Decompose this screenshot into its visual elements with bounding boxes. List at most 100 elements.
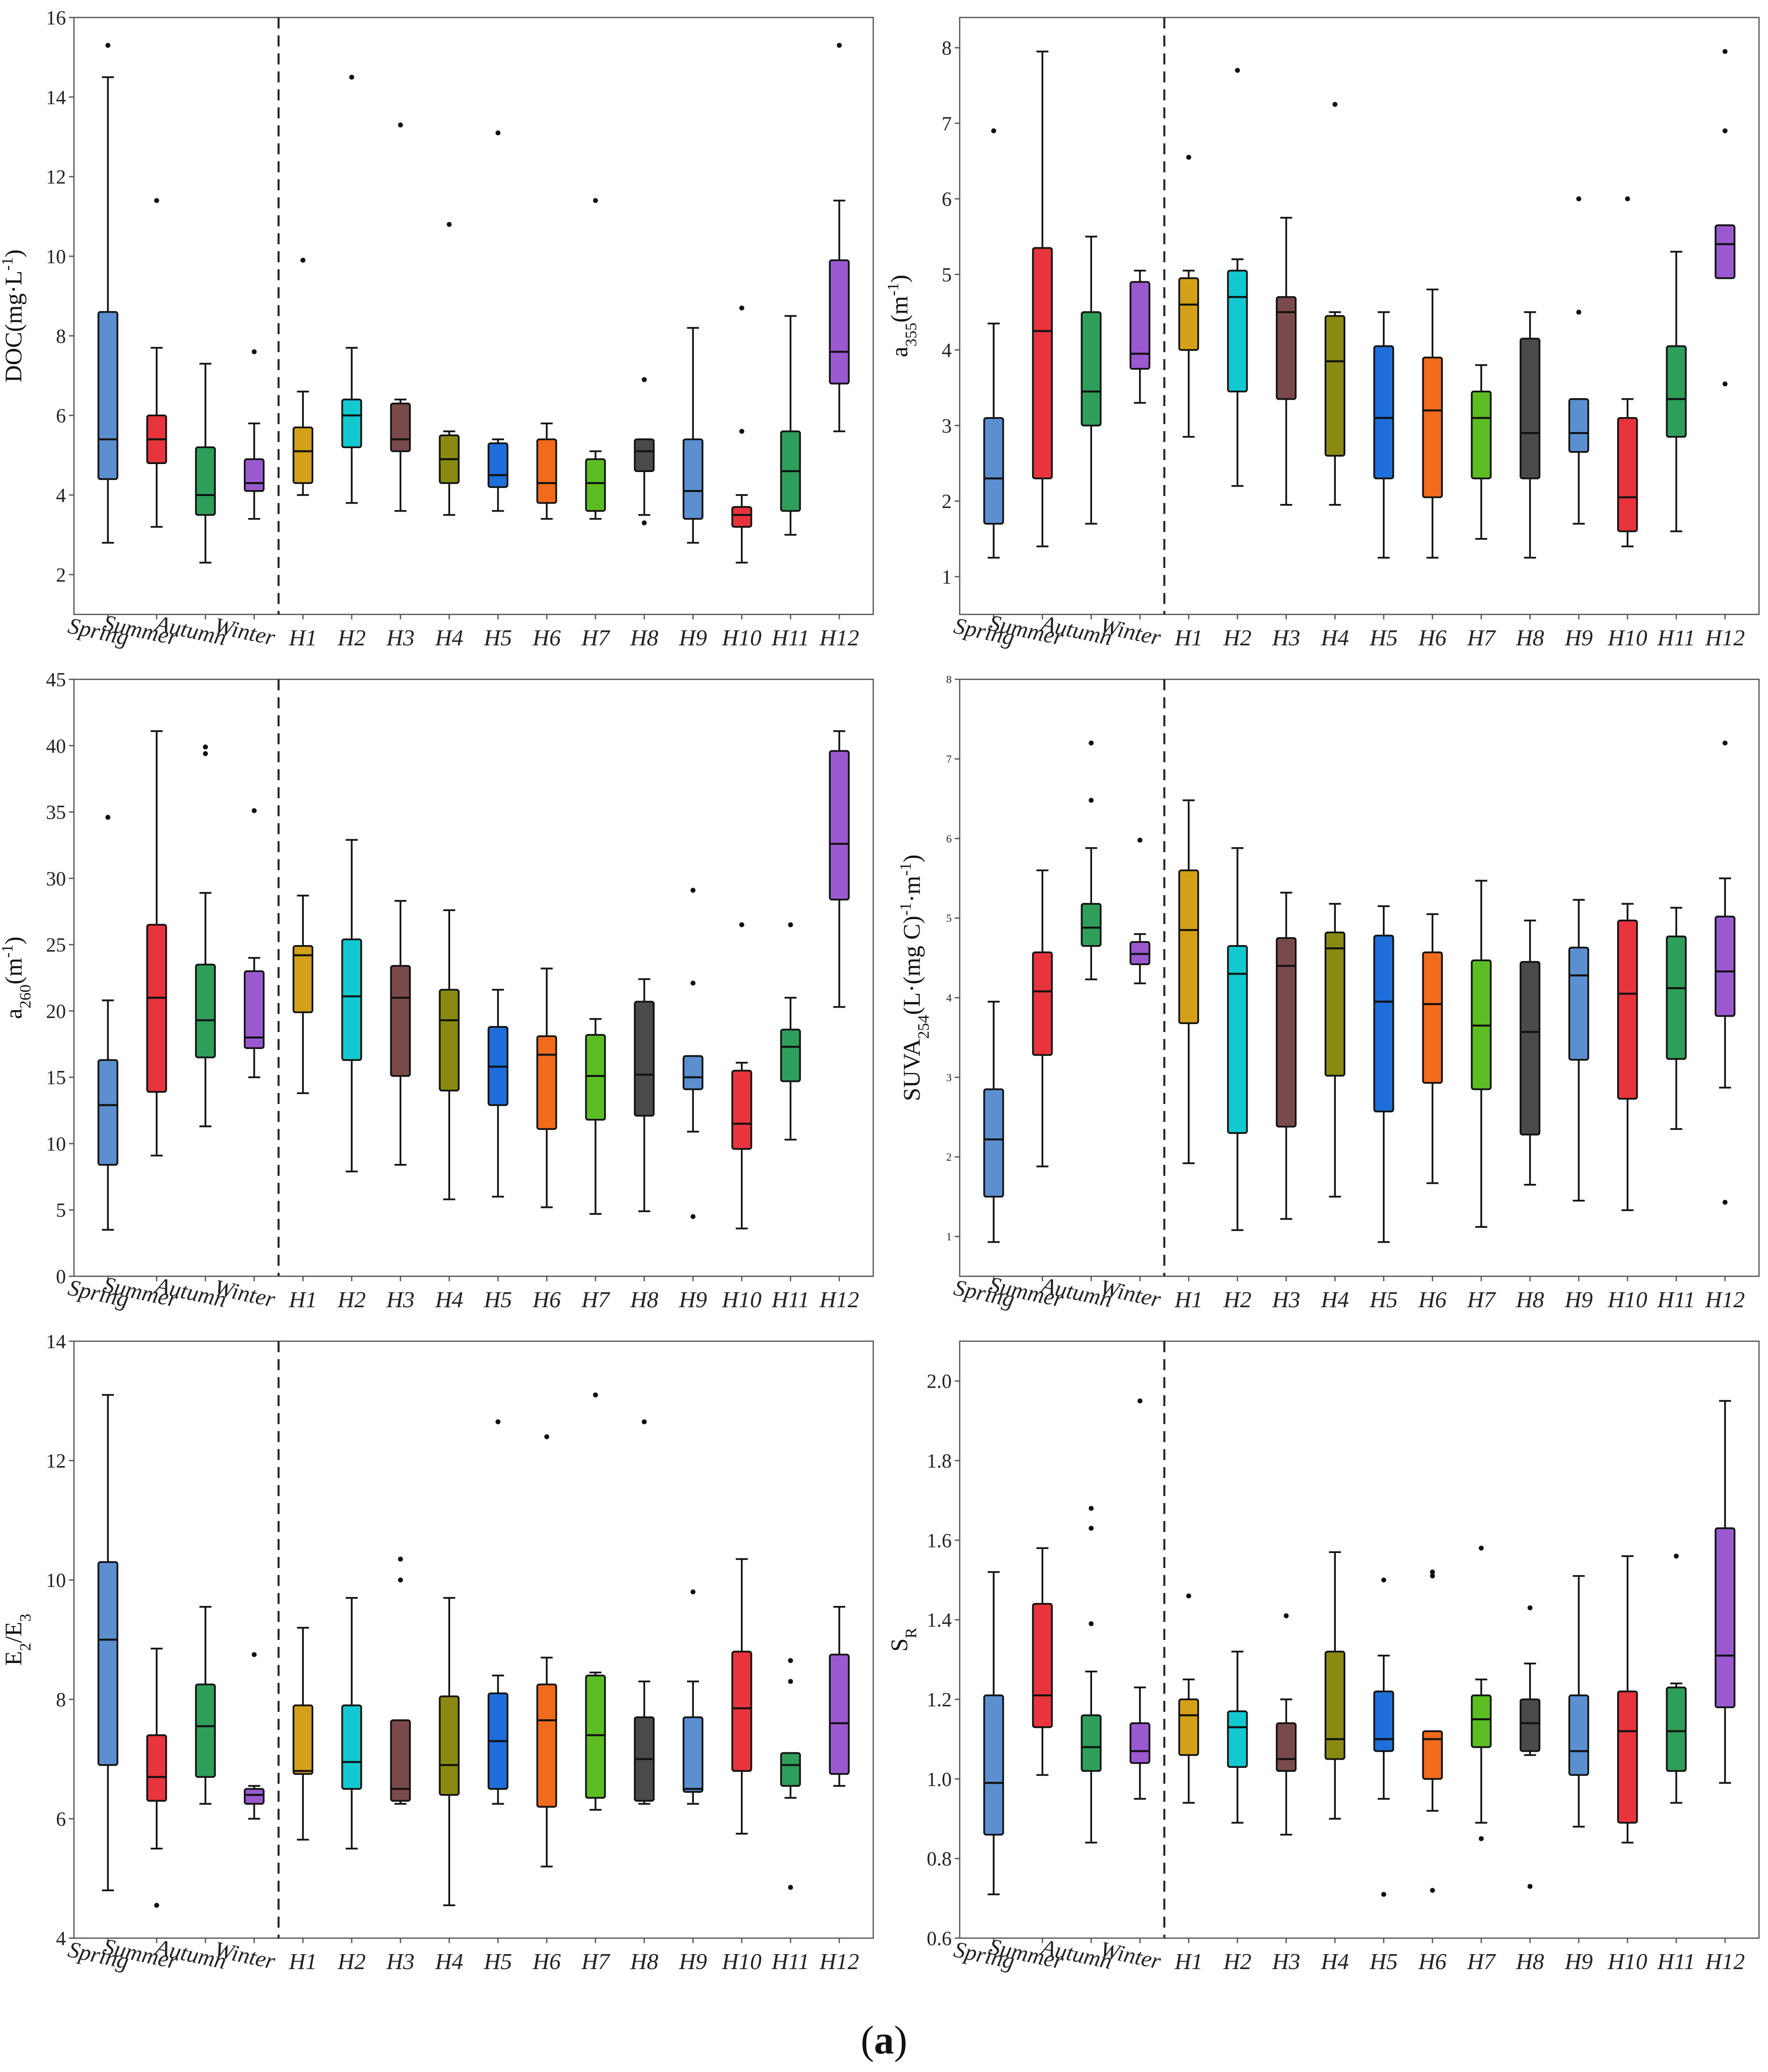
box-body	[829, 750, 850, 901]
box-body	[1617, 920, 1638, 1100]
outlier-point	[1137, 1398, 1143, 1404]
box-h6	[536, 968, 558, 1208]
outlier-point	[593, 1392, 598, 1398]
x-category-label: H9	[678, 1287, 707, 1312]
x-category-label: H5	[484, 1287, 512, 1312]
figure-caption: (a)	[860, 2019, 908, 2063]
box-h7	[585, 1392, 606, 1811]
x-category-label: H1	[288, 1287, 317, 1312]
box-body	[1275, 937, 1297, 1128]
box-body	[1568, 398, 1589, 453]
box-h7	[1471, 1546, 1492, 1841]
x-category-label: H2	[337, 1949, 366, 1974]
x-category-label: H2	[337, 1287, 366, 1312]
x-category-label: H6	[1418, 1287, 1446, 1312]
x-category-label: H4	[1320, 625, 1349, 650]
box-body	[1471, 1694, 1492, 1748]
box-body	[731, 1069, 752, 1150]
box-body	[1715, 916, 1736, 1017]
box-body	[1568, 947, 1589, 1061]
x-category-label: H5	[484, 1949, 512, 1974]
box-summer	[1032, 869, 1053, 1167]
box-body	[983, 1694, 1004, 1836]
outlier-point	[105, 815, 110, 820]
outlier-point	[447, 222, 452, 227]
box-body	[536, 1683, 558, 1808]
box-h3	[1275, 892, 1297, 1220]
box-body	[146, 924, 167, 1093]
outlier-point	[1674, 1554, 1679, 1559]
box-spring	[983, 128, 1004, 559]
x-category-label: H10	[1607, 1287, 1647, 1312]
box-body	[1275, 296, 1297, 400]
box-body	[780, 1029, 801, 1082]
x-category-label: H1	[288, 625, 317, 650]
outlier-point	[641, 377, 647, 382]
box-body	[983, 1088, 1004, 1198]
box-winter	[1130, 269, 1151, 404]
outlier-point	[1332, 101, 1338, 107]
box-body	[1032, 951, 1053, 1056]
outlier-point	[1430, 1888, 1435, 1893]
x-category-label: H1	[288, 1949, 317, 1974]
box-autumn	[1081, 740, 1102, 981]
box-body	[633, 438, 655, 472]
y-tick-label: 20	[46, 1000, 66, 1023]
box-h2	[341, 1597, 362, 1850]
outlier-point	[1381, 1577, 1386, 1582]
box-body	[682, 438, 703, 520]
y-tick-label: 12	[46, 166, 66, 188]
outlier-point	[788, 1658, 793, 1663]
box-h11	[780, 1658, 801, 1890]
box-h2	[1227, 1650, 1248, 1824]
y-tick-label: 5	[56, 1199, 66, 1221]
box-body	[585, 458, 606, 512]
box-body	[1715, 1527, 1736, 1708]
x-category-label: H4	[435, 1287, 463, 1312]
box-body	[244, 970, 265, 1049]
box-h7	[1471, 364, 1492, 540]
outlier-point	[203, 751, 208, 756]
outlier-point	[690, 1214, 696, 1219]
box-body	[244, 1788, 265, 1805]
box-h11	[1666, 907, 1687, 1130]
x-category-label: H11	[1657, 1287, 1695, 1312]
box-body	[390, 1719, 411, 1802]
outlier-point	[837, 42, 842, 48]
box-h1	[292, 1626, 314, 1841]
x-category-label: H12	[819, 1949, 859, 1974]
x-category-label: H5	[1369, 1949, 1398, 1974]
box-h3	[390, 122, 411, 512]
y-tick-label: 40	[46, 735, 66, 757]
box-h2	[1227, 67, 1248, 487]
x-category-label: H12	[1705, 1949, 1745, 1974]
x-category-label: H8	[629, 625, 658, 650]
y-tick-label: 0.6	[927, 1927, 952, 1950]
y-tick-label: 1.4	[927, 1609, 952, 1631]
outlier-point	[105, 42, 110, 48]
box-spring	[97, 1394, 118, 1892]
box-h9	[1568, 196, 1589, 525]
y-axis-label: a260(m-1)	[0, 937, 34, 1019]
y-tick-label: 1	[946, 1230, 952, 1243]
box-h5	[1373, 1577, 1394, 1897]
outlier-point	[690, 1589, 696, 1594]
outlier-point	[1576, 309, 1582, 315]
y-tick-label: 5	[946, 912, 952, 925]
box-summer	[1032, 50, 1053, 547]
box-body	[97, 1561, 118, 1766]
plot-frame	[73, 678, 874, 1277]
box-h7	[585, 198, 606, 520]
box-body	[682, 1716, 703, 1793]
x-category-label: H10	[721, 1949, 761, 1974]
x-category-label: H11	[1657, 1949, 1695, 1974]
outlier-point	[1723, 49, 1728, 54]
box-body	[1617, 417, 1638, 532]
box-h3	[390, 900, 411, 1166]
y-tick-label: 4	[56, 484, 66, 507]
box-h1	[1178, 154, 1199, 438]
y-tick-label: 6	[942, 188, 952, 210]
x-category-label: H1	[1174, 1287, 1202, 1312]
outlier-point	[154, 198, 159, 203]
x-category-label: H3	[386, 1949, 414, 1974]
